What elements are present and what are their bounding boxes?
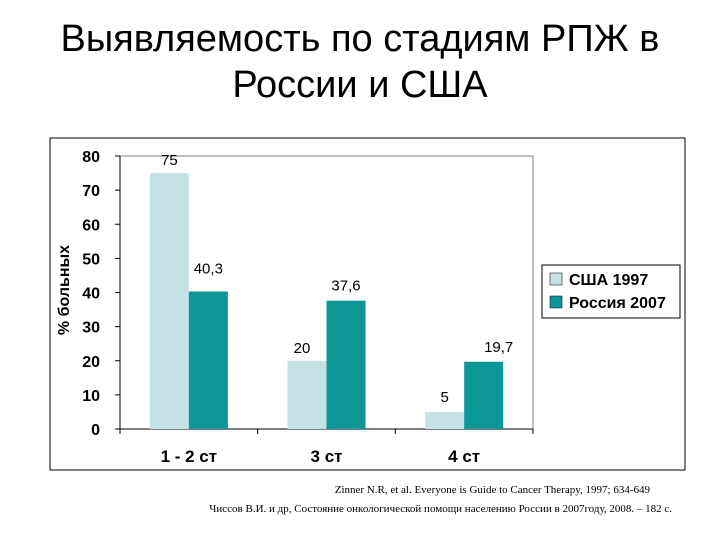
bar (425, 411, 465, 429)
y-tick-label: 0 (91, 422, 100, 439)
x-tick-label: 3 ст (311, 447, 343, 466)
bar (326, 300, 366, 429)
plot-area: 0 10 20 30 40 50 60 70 80 % больных 75 40,3 1 - 2 ст… (49, 137, 686, 471)
y-axis-title: % больных (56, 245, 73, 335)
y-tick-label: 50 (82, 251, 100, 268)
y-tick-label: 80 (82, 149, 100, 166)
title-line-2: России и США (232, 64, 488, 106)
x-tick-label: 1 - 2 ст (161, 447, 218, 466)
legend-label: Россия 2007 (569, 295, 666, 312)
legend-swatch (549, 272, 563, 286)
y-tick-label: 70 (82, 183, 100, 200)
y-tick-label: 20 (82, 354, 100, 371)
bar (149, 173, 189, 429)
data-label: 40,3 (194, 260, 223, 277)
data-label: 37,6 (331, 278, 360, 295)
legend-label: США 1997 (569, 272, 648, 289)
legend-swatch (549, 295, 563, 309)
slide-title: Выявляемость по стадиям РПЖ в России и С… (0, 16, 720, 108)
legend-box (541, 264, 681, 319)
reference-1: Zinner N.R, et al. Everyone is Guide to … (334, 484, 650, 496)
x-tick-label: 4 ст (448, 447, 480, 466)
y-tick-label: 30 (82, 320, 100, 337)
bar (188, 291, 228, 429)
data-label: 19,7 (484, 339, 513, 356)
bar (464, 361, 504, 429)
title-line-1: Выявляемость по стадиям РПЖ в (60, 18, 660, 60)
bar (287, 360, 327, 429)
data-label: 75 (161, 152, 178, 169)
y-tick-label: 40 (82, 286, 100, 303)
y-tick-label: 60 (82, 217, 100, 234)
reference-2: Чиссов В.И. и др, Состояние онкологическ… (209, 503, 672, 515)
data-label: 20 (294, 340, 311, 357)
data-label: 5 (440, 389, 448, 406)
y-tick-label: 10 (82, 388, 100, 405)
